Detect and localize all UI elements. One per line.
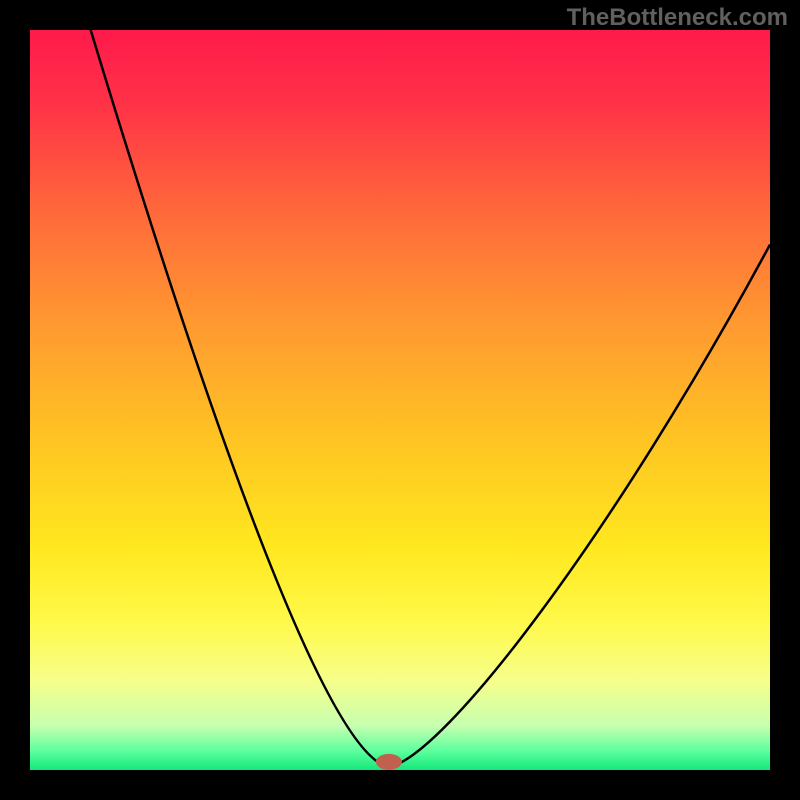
watermark-text: TheBottleneck.com <box>567 4 788 32</box>
chart-container: TheBottleneck.com <box>0 0 800 800</box>
bottleneck-chart <box>0 0 800 800</box>
chart-plot-area <box>30 30 770 770</box>
optimal-marker <box>376 754 402 770</box>
